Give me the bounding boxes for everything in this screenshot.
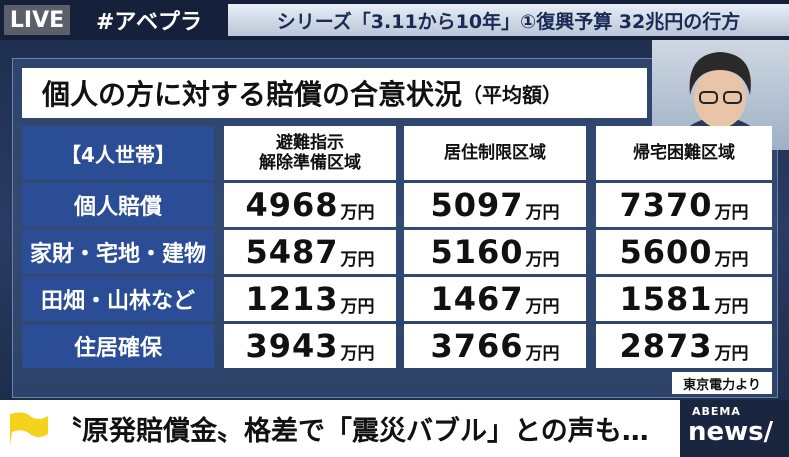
corner-header: 【4人世帯】 — [22, 126, 214, 180]
row-label: 家財・宅地・建物 — [22, 230, 214, 274]
row-label: 住居確保 — [22, 324, 214, 368]
headline-bar — [0, 400, 789, 457]
value-cell: 5160 万円 — [404, 230, 586, 274]
unit: 万円 — [525, 249, 560, 270]
value-cell: 4968 万円 — [224, 183, 396, 227]
logo-channel: news/ — [688, 417, 774, 447]
unit: 万円 — [714, 343, 749, 364]
unit: 万円 — [340, 343, 375, 364]
value: 5487 — [245, 233, 339, 271]
unit: 万円 — [340, 249, 375, 270]
unit: 万円 — [525, 296, 560, 317]
table-title-box: 個人の方に対する賠償の合意状況 （平均額） — [22, 68, 647, 118]
value-cell: 2873 万円 — [596, 324, 772, 368]
value: 7370 — [619, 186, 713, 224]
value: 5600 — [619, 233, 713, 271]
value: 3943 — [245, 327, 339, 365]
value: 3766 — [430, 327, 524, 365]
table-title: 個人の方に対する賠償の合意状況 — [42, 78, 463, 111]
value: 5097 — [430, 186, 524, 224]
unit: 万円 — [340, 296, 375, 317]
value: 1213 — [245, 280, 339, 318]
value: 1581 — [619, 280, 713, 318]
value: 1467 — [430, 280, 524, 318]
value-cell: 5487 万円 — [224, 230, 396, 274]
flag-icon — [10, 412, 48, 446]
value-cell: 1581 万円 — [596, 277, 772, 321]
logo-brand: ABEMA — [692, 405, 741, 418]
unit: 万円 — [525, 343, 560, 364]
series-title: シリーズ「3.11から10年」①復興予算 32兆円の行方 — [228, 4, 789, 36]
unit: 万円 — [340, 202, 375, 223]
unit: 万円 — [714, 202, 749, 223]
unit: 万円 — [525, 202, 560, 223]
logo-box: ABEMA news/ — [680, 400, 789, 457]
unit: 万円 — [714, 296, 749, 317]
source: 東京電力より — [672, 372, 772, 394]
column-header: 避難指示 解除準備区域 — [224, 126, 396, 180]
value: 4968 — [245, 186, 339, 224]
table-subtitle: （平均額） — [462, 82, 563, 107]
live-badge: LIVE — [4, 5, 70, 35]
value-cell: 1213 万円 — [224, 277, 396, 321]
value-cell: 3943 万円 — [224, 324, 396, 368]
value-cell: 5600 万円 — [596, 230, 772, 274]
row-label: 田畑・山林など — [22, 277, 214, 321]
value-cell: 1467 万円 — [404, 277, 586, 321]
hashtag: #アベプラ — [96, 10, 202, 35]
headline: 〝原発賠償金〟格差で「震災バブル」との声も… — [55, 415, 649, 447]
value-cell: 3766 万円 — [404, 324, 586, 368]
column-header: 居住制限区域 — [404, 126, 586, 180]
value: 2873 — [619, 327, 713, 365]
column-header: 帰宅困難区域 — [596, 126, 772, 180]
value-cell: 5097 万円 — [404, 183, 586, 227]
value: 5160 — [430, 233, 524, 271]
value-cell: 7370 万円 — [596, 183, 772, 227]
row-label: 個人賠償 — [22, 183, 214, 227]
unit: 万円 — [714, 249, 749, 270]
